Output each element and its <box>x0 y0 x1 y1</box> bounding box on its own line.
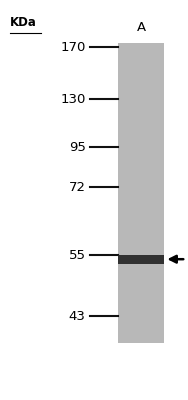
Bar <box>118 255 164 264</box>
Text: 72: 72 <box>69 181 86 194</box>
Text: A: A <box>136 21 146 34</box>
Text: 43: 43 <box>69 310 86 322</box>
Text: 55: 55 <box>69 249 86 262</box>
Text: 130: 130 <box>60 93 86 106</box>
Bar <box>118 43 164 343</box>
Text: 170: 170 <box>60 41 86 54</box>
Text: KDa: KDa <box>10 16 37 28</box>
Text: 95: 95 <box>69 141 86 154</box>
